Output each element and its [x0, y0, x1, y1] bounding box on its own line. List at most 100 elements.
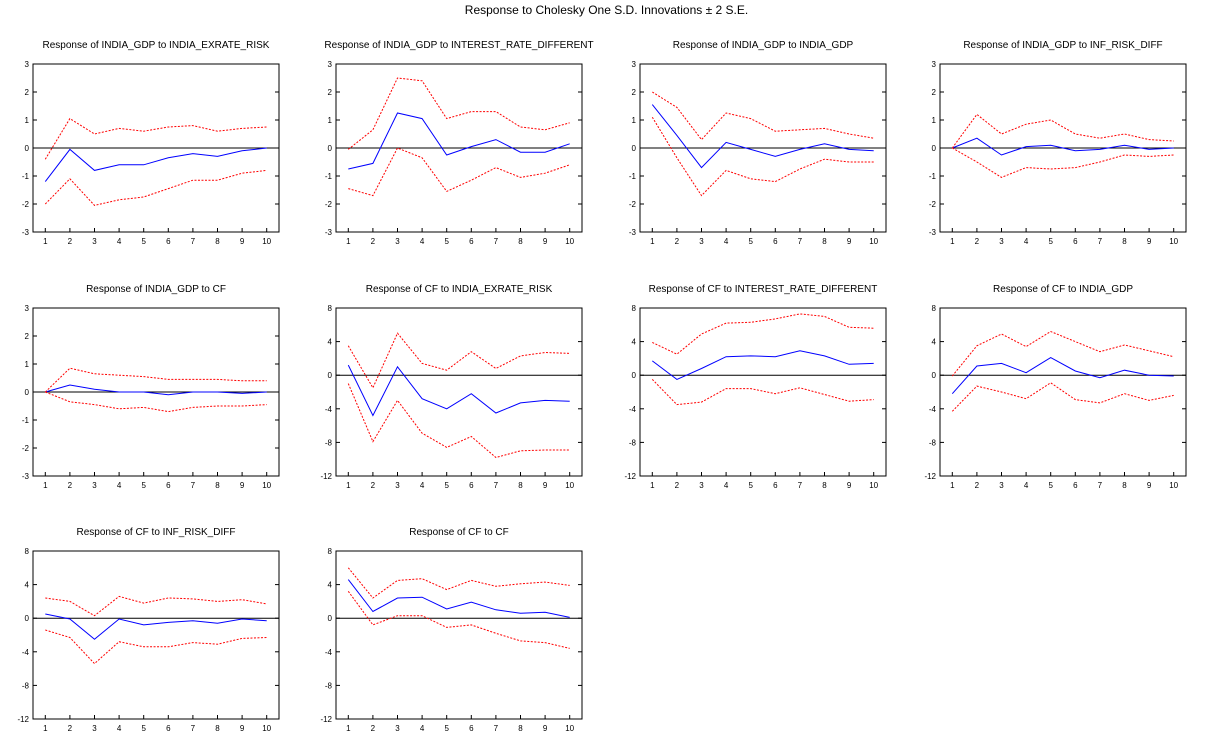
y-tick-label: 4	[632, 338, 637, 347]
lower-band-line	[45, 629, 267, 665]
x-tick-label: 4	[1024, 481, 1029, 490]
x-tick-label: 1	[43, 237, 48, 246]
figure-title: Response to Cholesky One S.D. Innovation…	[464, 3, 749, 17]
y-tick-label: 3	[632, 60, 637, 69]
x-tick-label: 7	[494, 481, 499, 490]
panel-4: Response of INDIA_GDP to INF_RISK_DIFF -3…	[929, 40, 1187, 246]
x-tick-label: 1	[346, 481, 351, 490]
x-tick-label: 6	[773, 237, 778, 246]
x-tick-label: 4	[420, 724, 425, 733]
x-tick-label: 3	[699, 481, 704, 490]
y-tick-label: 1	[25, 360, 30, 369]
y-tick-label: 0	[632, 144, 637, 153]
y-tick-label: 2	[25, 88, 30, 97]
y-tick-label: -1	[22, 416, 30, 425]
panel-6: Response of CF to INDIA_EXRATE_RISK -12 -8…	[320, 284, 583, 490]
x-tick-label: 8	[822, 481, 827, 490]
x-tick-label: 5	[444, 724, 449, 733]
x-tick-label: 3	[92, 481, 97, 490]
x-tick-label: 4	[117, 237, 122, 246]
x-tick-label: 3	[999, 481, 1004, 490]
x-tick-label: 5	[141, 237, 146, 246]
y-tick-label: 1	[932, 116, 937, 125]
x-tick-label: 5	[141, 481, 146, 490]
plot-frame	[335, 307, 583, 477]
panel-9: Response of CF to INF_RISK_DIFF -12 -8 -4 0 4…	[17, 527, 280, 733]
x-tick-label: 4	[724, 481, 729, 490]
panel-1: Response of INDIA_GDP to INDIA_EXRATE_RI…	[22, 40, 280, 246]
x-tick-label: 3	[92, 724, 97, 733]
x-tick-label: 6	[773, 481, 778, 490]
lower-band-line	[45, 391, 267, 413]
y-tick-label: 0	[932, 144, 937, 153]
y-tick-label: 0	[328, 144, 333, 153]
x-tick-label: 3	[999, 237, 1004, 246]
x-tick-label: 1	[346, 237, 351, 246]
plot-frame	[939, 307, 1187, 477]
x-tick-label: 10	[565, 724, 574, 733]
x-tick-label: 6	[469, 481, 474, 490]
y-tick-label: -3	[22, 472, 30, 481]
response-line	[45, 613, 267, 640]
x-tick-label: 3	[395, 237, 400, 246]
x-tick-label: 10	[262, 481, 271, 490]
x-tick-label: 4	[724, 237, 729, 246]
response-line	[651, 104, 874, 169]
x-tick-label: 10	[1169, 481, 1178, 490]
x-tick-label: 8	[518, 237, 523, 246]
x-tick-label: 2	[975, 237, 980, 246]
plot-frame	[639, 307, 887, 477]
x-tick-label: 4	[117, 724, 122, 733]
y-tick-label: 2	[328, 88, 333, 97]
y-tick-label: -4	[629, 405, 637, 414]
y-tick-label: -1	[325, 172, 333, 181]
x-tick-label: 4	[420, 481, 425, 490]
y-tick-label: 4	[328, 338, 333, 347]
y-tick-label: 8	[328, 547, 333, 556]
y-tick-label: -3	[325, 228, 333, 237]
x-tick-label: 10	[869, 237, 878, 246]
x-tick-label: 2	[371, 481, 376, 490]
x-tick-label: 8	[215, 724, 220, 733]
x-tick-label: 1	[43, 481, 48, 490]
upper-band-line	[347, 332, 570, 389]
x-tick-label: 1	[43, 724, 48, 733]
x-tick-label: 9	[1147, 237, 1152, 246]
x-tick-label: 10	[262, 724, 271, 733]
x-tick-label: 2	[675, 237, 680, 246]
upper-band-line	[347, 77, 570, 150]
y-tick-label: -3	[629, 228, 637, 237]
y-tick-label: 8	[25, 547, 30, 556]
x-tick-label: 8	[1122, 481, 1127, 490]
y-tick-label: -1	[929, 172, 937, 181]
y-tick-label: 8	[932, 304, 937, 313]
x-tick-label: 6	[166, 481, 171, 490]
x-tick-label: 7	[1098, 237, 1103, 246]
response-line	[951, 357, 1174, 395]
y-tick-label: 0	[328, 614, 333, 623]
y-tick-label: 0	[25, 614, 30, 623]
upper-band-line	[44, 117, 267, 160]
y-tick-label: 4	[932, 338, 937, 347]
y-tick-label: 8	[328, 304, 333, 313]
y-tick-label: 3	[328, 60, 333, 69]
panel-3: Response of INDIA_GDP to INDIA_GDP -3 -2 -1…	[629, 40, 887, 246]
y-tick-label: 0	[25, 388, 30, 397]
panel-title: Response of CF to CF	[409, 527, 508, 538]
y-tick-label: 0	[632, 371, 637, 380]
x-tick-label: 5	[1048, 481, 1053, 490]
y-tick-label: -2	[325, 200, 333, 209]
x-tick-label: 7	[191, 724, 196, 733]
x-tick-label: 1	[650, 237, 655, 246]
upper-band-line	[347, 567, 570, 599]
y-tick-label: -8	[22, 681, 30, 690]
panel-title: Response of INDIA_GDP to INDIA_GDP	[673, 40, 854, 51]
x-tick-label: 6	[469, 237, 474, 246]
lower-band-line	[951, 382, 1174, 412]
x-tick-label: 9	[847, 481, 852, 490]
x-tick-label: 4	[117, 481, 122, 490]
x-tick-label: 1	[346, 724, 351, 733]
lower-band-line	[347, 383, 570, 459]
